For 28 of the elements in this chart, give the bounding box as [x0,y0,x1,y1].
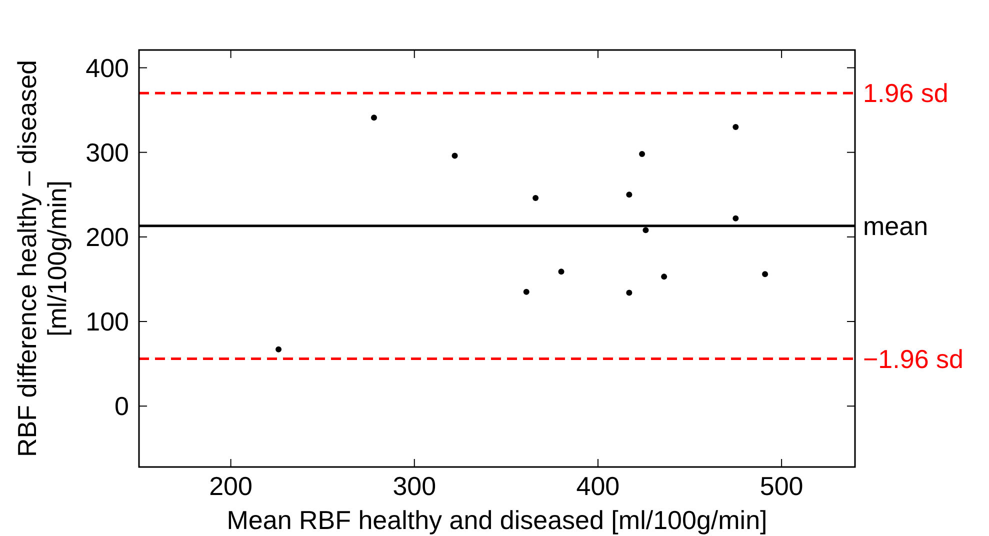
ref-line-label: mean [863,211,928,242]
point [732,124,739,130]
y-tick-label: 300 [86,137,129,168]
x-tick-label: 200 [209,471,252,501]
y-tick-label: 0 [114,391,129,422]
point [661,274,668,280]
point [558,268,564,275]
y-tick-label: 200 [86,222,129,252]
x-tick-label: 300 [392,471,436,501]
ref-line-label: −1.96 sd [863,344,964,374]
point [626,192,632,198]
point [639,151,646,158]
y-axis-title: RBF difference healthy – diseased [ml/100g/min] [12,60,72,457]
point [532,195,539,202]
point [626,290,632,296]
point [276,346,282,352]
x-tick-label: 500 [760,471,804,501]
point [732,215,739,222]
point [452,152,458,159]
point [642,227,649,234]
ref-line-label: 1.96 sd [863,78,948,108]
point [523,288,530,295]
point [762,271,768,278]
x-axis-title: Mean RBF healthy and diseased [ml/100g/min] [226,505,768,535]
x-tick-label: 400 [576,471,620,501]
y-tick-label: 400 [86,52,129,83]
point [370,114,377,121]
y-tick-label: 100 [86,306,129,337]
